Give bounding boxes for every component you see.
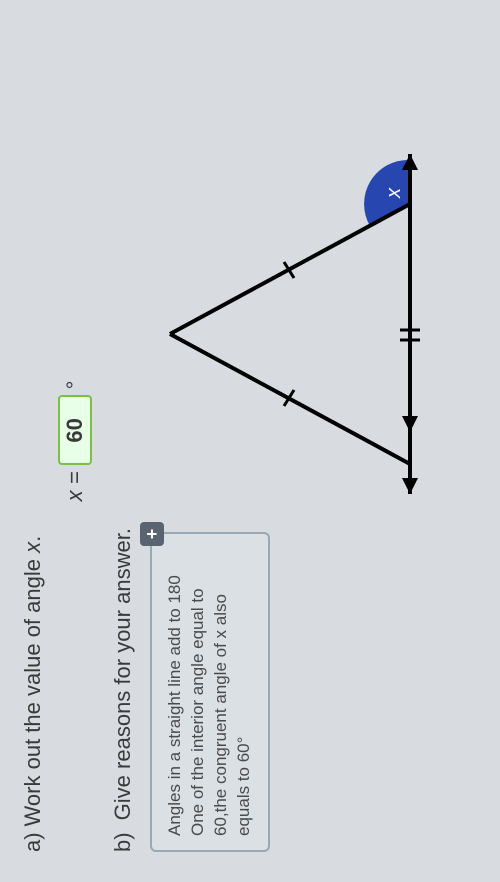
answer-row: x = 60 ° (58, 30, 92, 852)
part-a-label: a) (20, 832, 46, 852)
part-a-text-before: Work out the value of angle (20, 553, 45, 827)
part-b-text: Give reasons for your answer. (110, 528, 135, 820)
reason-textarea[interactable]: + Angles in a straight line add to 180 O… (150, 532, 270, 852)
arrow-mid-left-icon (402, 416, 418, 432)
reason-line1: Angles in a straight line add to 180 (164, 548, 187, 836)
angle-x-label: x (383, 187, 405, 199)
answer-input[interactable]: 60 (58, 395, 92, 465)
arrow-left-icon (402, 478, 418, 494)
part-a-question: a) Work out the value of angle x. (20, 30, 46, 852)
triangle-diagram: x (150, 144, 450, 504)
part-b-question: b) Give reasons for your answer. (110, 30, 136, 852)
answer-prefix: x = (62, 471, 88, 501)
part-a-variable: x (20, 542, 45, 553)
answer-unit: ° (62, 381, 88, 390)
reason-line2: One of the interior angle equal to 60,th… (187, 548, 256, 836)
plus-icon[interactable]: + (140, 522, 164, 546)
part-a-text-after: . (20, 536, 45, 542)
part-b-label: b) (110, 832, 135, 852)
